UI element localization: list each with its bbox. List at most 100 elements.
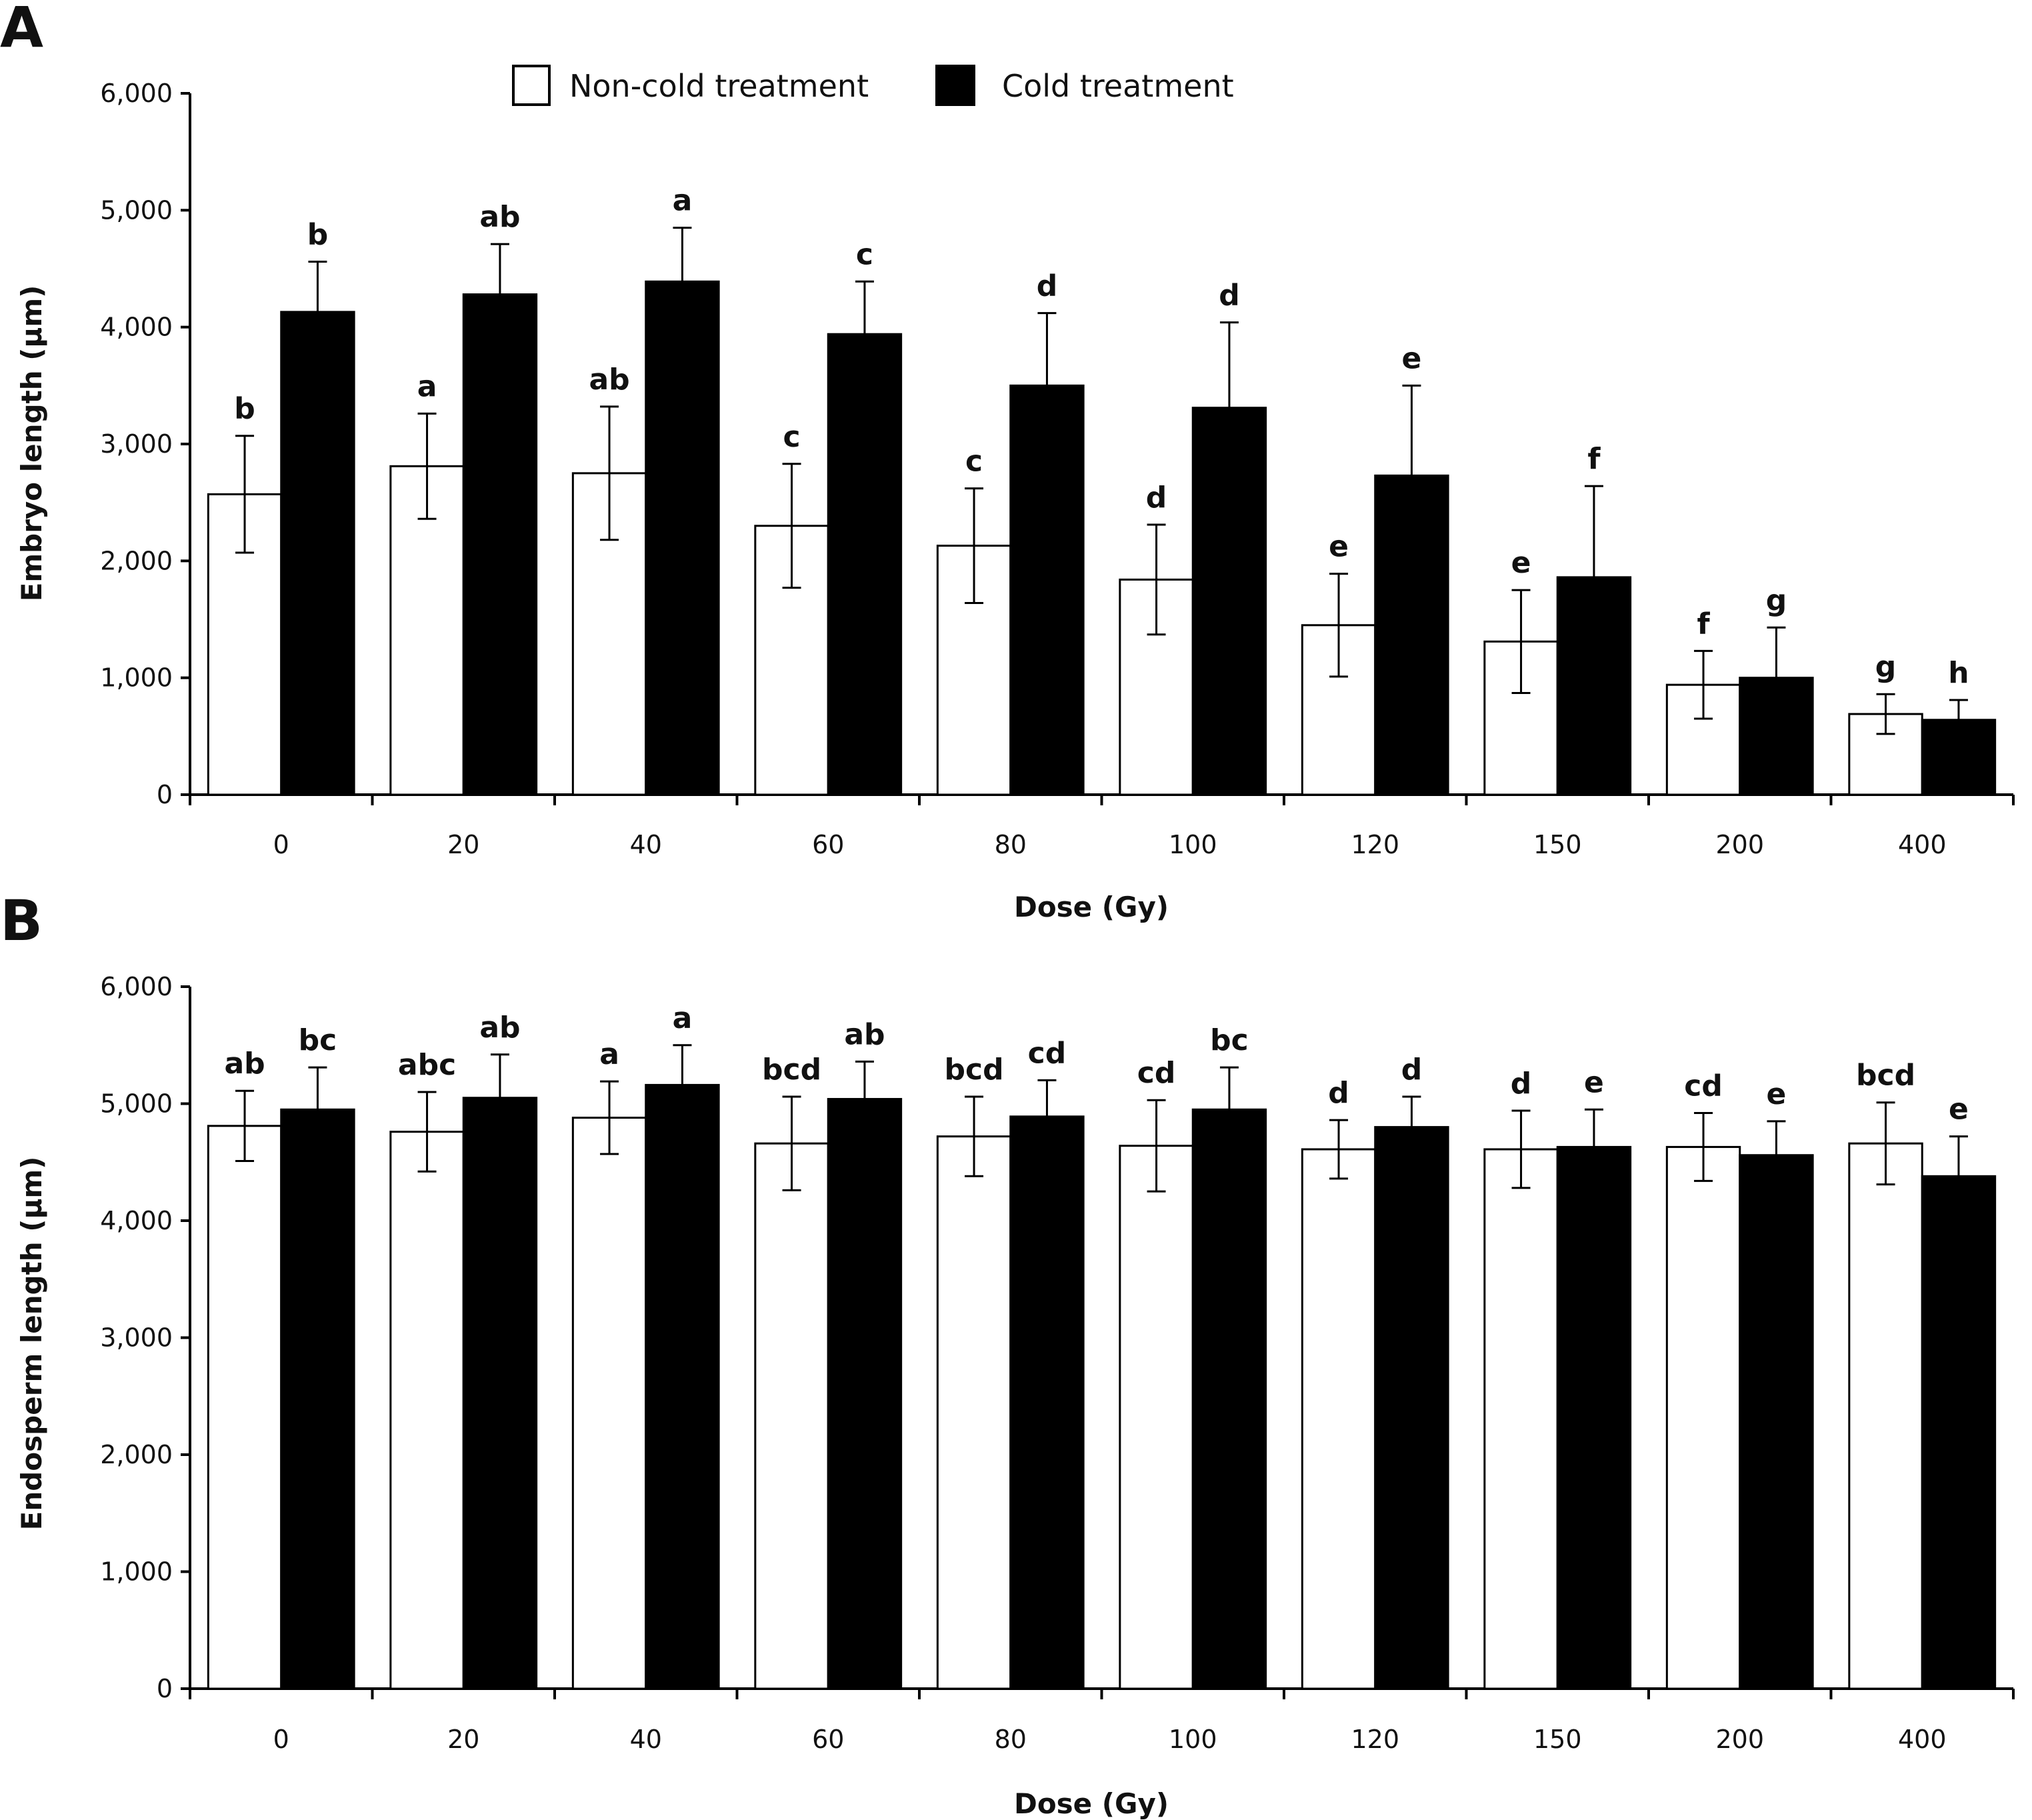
bar-non-cold	[571, 1117, 647, 1690]
x-tick-label: 80	[995, 830, 1027, 859]
bar-cold	[1921, 719, 1997, 796]
significance-letter: e	[1767, 1077, 1787, 1111]
x-axis-title: Dose (Gy)	[1014, 891, 1169, 923]
y-axis-title: Endosperm length (μm)	[15, 1157, 48, 1531]
plot-area-b: 01,0002,0003,0004,0005,0006,0000abbc20ab…	[100, 972, 2015, 1754]
bar-cold	[1009, 1115, 1085, 1690]
plot-area-a: 0 1,000 2,000 3,000 4,000 5,000 6,000 0 b b 20 a ab 4…	[100, 79, 2015, 859]
bar-cold	[1191, 407, 1267, 796]
significance-letter: cd	[1137, 1056, 1176, 1090]
significance-letter: bcd	[945, 1053, 1004, 1087]
y-tick-label: 4,000	[100, 313, 173, 342]
x-tick-label: 150	[1533, 1725, 1582, 1754]
significance-letter: ab	[479, 1011, 520, 1045]
significance-letter: f	[1697, 607, 1710, 641]
y-tick-label: 4,000	[100, 1206, 173, 1235]
bar-cold	[1739, 1154, 1814, 1690]
bar-cold	[645, 1083, 720, 1690]
significance-letter: e	[1402, 341, 1422, 375]
bar-cold	[1374, 1126, 1449, 1690]
x-tick-label: 0	[273, 1725, 289, 1754]
significance-letter: ab	[844, 1017, 885, 1051]
bar-cold	[1191, 1108, 1267, 1690]
y-tick-label: 6,000	[100, 972, 173, 1001]
x-tick-label: 150	[1533, 830, 1582, 859]
significance-letter: h	[1948, 656, 1969, 690]
bar-cold	[1921, 1175, 1997, 1690]
y-tick-label: 0	[157, 780, 173, 809]
significance-letter: ab	[589, 363, 629, 397]
significance-letter: b	[307, 217, 329, 251]
y-tick-label: 2,000	[100, 546, 173, 575]
significance-letter: a	[417, 369, 437, 403]
significance-letter: ab	[224, 1047, 265, 1081]
bar-non-cold	[1848, 1142, 1923, 1690]
x-tick-label: 20	[447, 1725, 479, 1754]
y-tick-label: 5,000	[100, 195, 173, 225]
bar-cold	[462, 293, 538, 796]
x-tick-label: 80	[995, 1725, 1027, 1754]
y-axis-title: Embryo length (μm)	[15, 285, 48, 602]
bar-non-cold	[754, 1142, 829, 1690]
bar-cold	[645, 280, 720, 796]
significance-letter: d	[1511, 1067, 1532, 1101]
significance-letter: g	[1875, 650, 1897, 684]
x-tick-label: 400	[1898, 1725, 1947, 1754]
legend-swatch-non-cold	[512, 65, 551, 106]
bar-cold	[1374, 474, 1449, 796]
panel-label: B	[0, 888, 43, 953]
significance-letter: bcd	[762, 1053, 821, 1087]
significance-letter: a	[599, 1037, 619, 1071]
significance-letter: d	[1037, 269, 1058, 303]
bar-non-cold	[207, 1125, 283, 1690]
bar-cold	[462, 1097, 538, 1690]
significance-letter: e	[1511, 546, 1531, 580]
significance-letter: bcd	[1856, 1059, 1915, 1093]
y-tick-label: 3,000	[100, 1323, 173, 1353]
bar-cold	[1556, 576, 1632, 796]
x-tick-label: 40	[630, 830, 662, 859]
y-tick-label: 1,000	[100, 663, 173, 693]
significance-letter: f	[1587, 442, 1601, 476]
bar-cold	[280, 311, 355, 796]
significance-letter: cd	[1028, 1036, 1067, 1070]
x-tick-label: 400	[1898, 830, 1947, 859]
panel-a: A Non-cold treatment Cold treatment 0 1,0…	[0, 0, 2015, 923]
legend-label-cold: Cold treatment	[1002, 68, 1234, 104]
significance-letter: g	[1766, 583, 1787, 617]
x-tick-label: 200	[1715, 830, 1764, 859]
bar-non-cold	[389, 465, 465, 796]
bar-cold	[827, 1097, 903, 1690]
significance-letter: e	[1584, 1065, 1604, 1099]
x-tick-label: 120	[1351, 830, 1399, 859]
significance-letter: d	[1328, 1076, 1349, 1110]
bar-non-cold	[1483, 1148, 1559, 1690]
y-tick-label: 1,000	[100, 1557, 173, 1587]
y-tick-label: 6,000	[100, 79, 173, 108]
bar-non-cold	[1119, 1145, 1194, 1690]
y-tick-label: 2,000	[100, 1440, 173, 1469]
significance-letter: bc	[299, 1023, 337, 1057]
y-tick-label: 3,000	[100, 429, 173, 459]
x-tick-label: 60	[812, 1725, 844, 1754]
significance-letter: d	[1146, 481, 1167, 515]
legend-swatch-cold	[935, 65, 975, 106]
significance-letter: c	[783, 420, 801, 454]
x-tick-label: 20	[447, 830, 479, 859]
bar-cold	[1009, 384, 1085, 796]
significance-letter: ab	[479, 200, 520, 234]
significance-letter: d	[1219, 279, 1240, 313]
y-tick-label: 5,000	[100, 1089, 173, 1119]
legend: Non-cold treatment Cold treatment	[512, 65, 1234, 106]
significance-letter: e	[1329, 530, 1349, 564]
x-tick-label: 0	[273, 830, 289, 859]
significance-letter: cd	[1684, 1069, 1723, 1103]
x-axis-title: Dose (Gy)	[1014, 1787, 1169, 1820]
significance-letter: a	[673, 184, 693, 218]
x-tick-label: 40	[630, 1725, 662, 1754]
x-tick-label: 100	[1169, 830, 1217, 859]
significance-letter: c	[856, 237, 873, 271]
significance-letter: abc	[398, 1048, 456, 1082]
significance-letter: b	[234, 392, 255, 426]
